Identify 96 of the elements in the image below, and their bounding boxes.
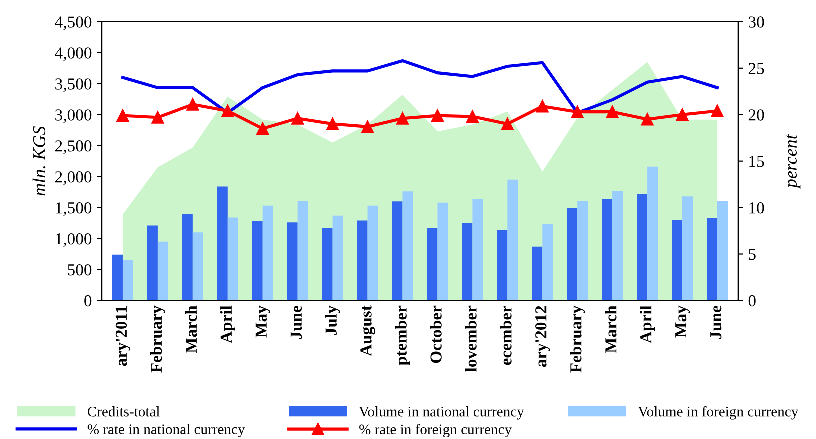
y2-tick-label: 20 bbox=[748, 110, 764, 121]
x-tick-label: June bbox=[290, 306, 302, 340]
y-tick-label: 4,500 bbox=[55, 16, 92, 30]
bar bbox=[122, 260, 134, 301]
bar bbox=[147, 226, 158, 301]
point bbox=[152, 111, 164, 124]
y-tick-label: 1,500 bbox=[56, 202, 92, 216]
x-tick-label: July bbox=[325, 306, 340, 336]
bar bbox=[532, 246, 543, 301]
x-tick-label: May bbox=[256, 306, 270, 338]
bar bbox=[427, 228, 438, 301]
point bbox=[676, 108, 689, 122]
y2-tick-label: 15 bbox=[750, 156, 764, 168]
point bbox=[536, 100, 549, 113]
y2-tick-label: 0 bbox=[748, 295, 756, 307]
bar bbox=[542, 224, 554, 301]
bar bbox=[438, 202, 448, 301]
bar bbox=[602, 199, 613, 301]
bar bbox=[637, 194, 648, 301]
bar bbox=[672, 220, 683, 301]
x-tick-label: ary'2012 bbox=[536, 306, 550, 368]
bar bbox=[567, 208, 578, 301]
bar bbox=[578, 200, 588, 301]
y-tick-label: 2,000 bbox=[56, 172, 92, 186]
bar bbox=[707, 218, 718, 301]
point bbox=[186, 98, 200, 111]
point bbox=[641, 113, 654, 126]
x-tick-label: October bbox=[430, 306, 442, 364]
y-tick-label: 0 bbox=[84, 295, 92, 307]
x-tick-label: June bbox=[710, 306, 722, 340]
point bbox=[222, 104, 234, 118]
bar bbox=[402, 192, 414, 301]
y-tick-label: 2,500 bbox=[56, 140, 92, 154]
y-tick-label: 4,000 bbox=[55, 48, 92, 62]
bar bbox=[368, 206, 378, 301]
bar bbox=[217, 186, 228, 301]
bar bbox=[497, 230, 508, 301]
bar bbox=[112, 254, 123, 301]
y-tick-label: 1,000 bbox=[56, 233, 92, 248]
bar bbox=[462, 223, 473, 301]
y-tick-label: 3,000 bbox=[56, 110, 92, 124]
legend-label: % rate in foreign currency bbox=[360, 424, 512, 438]
x-tick-label: August bbox=[360, 306, 376, 356]
legend-label: Credits-total bbox=[88, 406, 160, 417]
point bbox=[326, 118, 340, 130]
point bbox=[256, 122, 270, 136]
bar bbox=[228, 218, 238, 301]
x-tick-label: April bbox=[640, 306, 656, 344]
x-tick-label: April bbox=[220, 306, 236, 344]
bar bbox=[182, 214, 193, 301]
point bbox=[711, 104, 724, 118]
x-tick-label: March bbox=[185, 306, 198, 354]
bar bbox=[392, 202, 403, 301]
bar bbox=[252, 221, 263, 301]
bar bbox=[287, 222, 298, 301]
bar bbox=[332, 216, 344, 301]
y-tick-label: 500 bbox=[68, 264, 92, 276]
legend-label: Volume in foreign currency bbox=[638, 406, 799, 420]
point bbox=[571, 106, 584, 118]
bar bbox=[648, 166, 658, 301]
bar bbox=[262, 206, 274, 301]
y2-tick-label: 25 bbox=[748, 63, 764, 74]
x-tick-label: May bbox=[676, 306, 690, 338]
bar bbox=[612, 191, 624, 301]
bar bbox=[158, 242, 168, 301]
point bbox=[466, 110, 479, 123]
y2-tick-label: 5 bbox=[749, 249, 756, 260]
y2-tick-label: 30 bbox=[749, 16, 764, 28]
point bbox=[292, 112, 304, 125]
bar bbox=[192, 232, 204, 301]
point bbox=[362, 120, 374, 134]
legend-label: Volume in national currency bbox=[359, 406, 524, 420]
bar bbox=[472, 199, 484, 301]
x-tick-label: February bbox=[570, 306, 586, 373]
y2-tick-label: 10 bbox=[750, 202, 764, 214]
bar bbox=[357, 220, 368, 301]
bar bbox=[508, 180, 518, 301]
x-tick-label: ecember bbox=[500, 306, 512, 366]
bar bbox=[717, 200, 728, 301]
y-tick-label: 3,500 bbox=[56, 78, 92, 92]
x-tick-label: ptember bbox=[395, 306, 410, 366]
x-tick-label: February bbox=[150, 306, 166, 373]
point bbox=[606, 106, 619, 118]
legend-label: % rate in national currency bbox=[88, 424, 246, 438]
point bbox=[116, 110, 130, 122]
point bbox=[501, 118, 514, 130]
x-tick-label: ary'2011 bbox=[116, 306, 131, 366]
point bbox=[431, 110, 444, 122]
x-tick-label: lovember bbox=[465, 306, 477, 372]
bar bbox=[298, 200, 308, 301]
bar bbox=[682, 196, 694, 301]
y-axis-title: mln. KGS bbox=[32, 126, 46, 196]
y2-axis-title: percent bbox=[786, 134, 801, 190]
point bbox=[396, 112, 410, 125]
x-tick-label: March bbox=[605, 306, 617, 354]
bar bbox=[322, 228, 333, 301]
